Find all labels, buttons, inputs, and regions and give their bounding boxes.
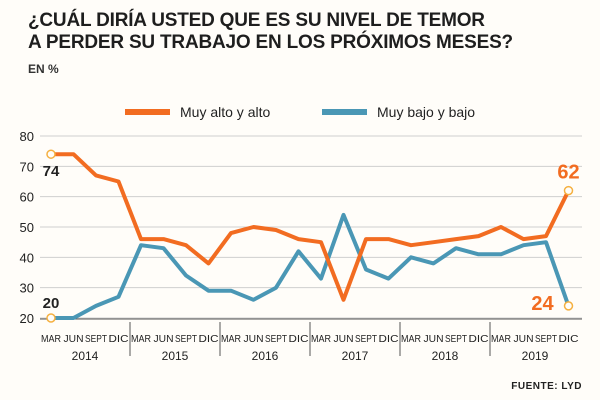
year-label-2015: 2015 xyxy=(162,349,189,363)
series-line-1 xyxy=(49,152,571,302)
x-tick-label-dic: DIC xyxy=(199,333,219,345)
x-tick-label-sept: SEPT xyxy=(175,333,197,345)
data-label-1-last: 62 xyxy=(557,162,579,184)
x-tick-label-jun: JUN xyxy=(64,333,84,345)
year-label-2014: 2014 xyxy=(72,349,99,363)
x-tick-label-dic: DIC xyxy=(109,333,129,345)
legend-label-2: Muy bajo y bajo xyxy=(377,104,475,120)
x-tick-label-sept: SEPT xyxy=(535,333,557,345)
x-tick-label-jun: JUN xyxy=(334,333,354,345)
year-label-2017: 2017 xyxy=(342,349,369,363)
data-label-2-first: 20 xyxy=(43,295,60,312)
chart-title: ¿CUÁL DIRÍA USTED QUE ES SU NIVEL DE TEM… xyxy=(28,10,588,54)
point-marker-2-last xyxy=(563,301,574,311)
x-tick-label-sept: SEPT xyxy=(85,333,107,345)
x-tick-label-jun: JUN xyxy=(154,333,174,345)
x-tick-label-mar: MAR xyxy=(401,333,421,345)
x-tick-label-jun: JUN xyxy=(244,333,264,345)
data-label-1-first: 74 xyxy=(43,163,60,180)
data-label-2-last: 24 xyxy=(531,293,554,315)
x-tick-label-sept: SEPT xyxy=(445,333,467,345)
y-tick-label-80: 80 xyxy=(20,129,34,144)
x-tick-label-mar: MAR xyxy=(221,333,241,345)
point-marker-1-last xyxy=(563,185,574,196)
y-tick-label-40: 40 xyxy=(20,250,34,265)
series-line-2 xyxy=(49,212,571,320)
x-tick-label-sept: SEPT xyxy=(265,333,287,345)
y-tick-label-20: 20 xyxy=(20,311,34,326)
y-tick-label-70: 70 xyxy=(20,159,34,174)
x-tick-label-jun: JUN xyxy=(514,333,534,345)
y-tick-label-30: 30 xyxy=(20,281,34,296)
point-marker-2-first xyxy=(46,313,56,323)
x-tick-label-sept: SEPT xyxy=(355,333,377,345)
y-tick-label-60: 60 xyxy=(20,190,34,205)
year-label-2016: 2016 xyxy=(252,349,279,363)
unit-label: EN % xyxy=(28,62,59,76)
x-tick-label-dic: DIC xyxy=(379,333,399,345)
year-label-2019: 2019 xyxy=(522,349,549,363)
x-tick-label-mar: MAR xyxy=(131,333,151,345)
x-tick-label-jun: JUN xyxy=(424,333,444,345)
source-note: FUENTE: LYD xyxy=(511,381,582,392)
x-tick-label-dic: DIC xyxy=(289,333,309,345)
x-tick-label-dic: DIC xyxy=(469,333,489,345)
title-line-2: A PERDER SU TRABAJO EN LOS PRÓXIMOS MESE… xyxy=(28,32,513,53)
title-line-1: ¿CUÁL DIRÍA USTED QUE ES SU NIVEL DE TEM… xyxy=(28,10,485,31)
x-tick-label-mar: MAR xyxy=(41,333,61,345)
x-tick-label-mar: MAR xyxy=(311,333,331,345)
x-tick-label-mar: MAR xyxy=(491,333,511,345)
year-label-2018: 2018 xyxy=(432,349,459,363)
x-tick-label-dic: DIC xyxy=(559,333,579,345)
point-marker-1-first xyxy=(46,149,56,159)
legend-label-1: Muy alto y alto xyxy=(180,104,270,120)
y-tick-label-50: 50 xyxy=(20,220,34,235)
